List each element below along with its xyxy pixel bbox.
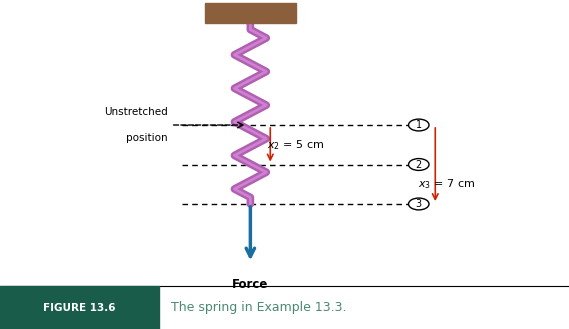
- Bar: [0, 286, 159, 329]
- Bar: [205, 3, 296, 23]
- Text: $x_2$ = 5 cm: $x_2$ = 5 cm: [267, 138, 325, 152]
- Text: Unstretched: Unstretched: [104, 107, 168, 117]
- Text: 1: 1: [416, 120, 422, 130]
- Text: position: position: [126, 133, 168, 143]
- Text: Force: Force: [232, 278, 269, 291]
- Circle shape: [409, 119, 429, 131]
- Circle shape: [409, 198, 429, 210]
- Text: $x_3$ = 7 cm: $x_3$ = 7 cm: [418, 177, 476, 191]
- Text: 3: 3: [416, 199, 422, 209]
- Text: The spring in Example 13.3.: The spring in Example 13.3.: [171, 301, 346, 314]
- Circle shape: [409, 159, 429, 170]
- Text: 2: 2: [416, 160, 422, 169]
- Text: FIGURE 13.6: FIGURE 13.6: [43, 303, 116, 313]
